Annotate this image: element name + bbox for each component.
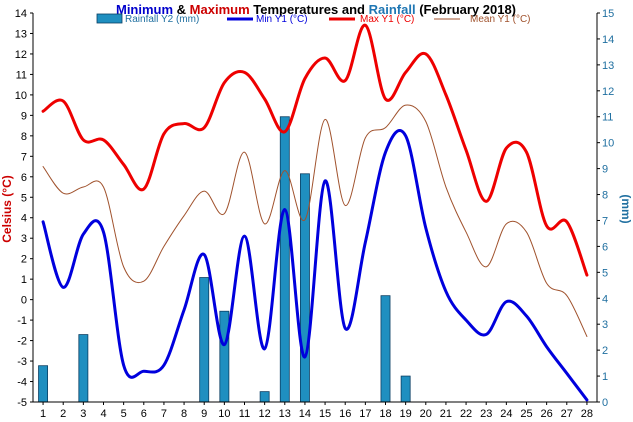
y-tick-label: 11 bbox=[16, 69, 27, 81]
y-tick-label: 12 bbox=[15, 49, 27, 61]
y-tick-label: -5 bbox=[17, 397, 27, 409]
x-tick-label: 25 bbox=[520, 408, 532, 420]
temperature-lines bbox=[41, 23, 589, 402]
y2-tick-label: 1 bbox=[602, 371, 608, 383]
x-tick-label: 18 bbox=[379, 408, 391, 420]
y-tick-label: 1 bbox=[21, 274, 27, 286]
y-tick-label: 9 bbox=[21, 110, 27, 122]
x-tick-label: 15 bbox=[319, 408, 331, 420]
legend-item: Max Y1 (°C) bbox=[329, 14, 414, 25]
rainfall-bar bbox=[38, 365, 49, 403]
y-tick-label: -1 bbox=[17, 315, 27, 327]
y2-tick-label: 3 bbox=[602, 319, 608, 331]
rainfall-bar bbox=[380, 295, 391, 403]
max-temp-line bbox=[41, 23, 589, 277]
y2-tick-label: 13 bbox=[602, 60, 614, 72]
rainfall-bar bbox=[259, 391, 270, 403]
title-part-5: (February 2018) bbox=[416, 2, 516, 17]
x-tick-label: 24 bbox=[500, 408, 512, 420]
x-tick-label: 3 bbox=[80, 408, 86, 420]
x-tick-label: 23 bbox=[480, 408, 492, 420]
y-tick-label: -2 bbox=[17, 336, 27, 348]
y2-tick-label: 15 bbox=[602, 8, 614, 20]
rainfall-bar bbox=[78, 334, 89, 403]
x-tick-label: 12 bbox=[259, 408, 271, 420]
y2-tick-label: 2 bbox=[602, 345, 608, 357]
title-part-0: Minimum bbox=[116, 2, 173, 17]
legend-swatch bbox=[96, 13, 123, 24]
y2-tick-label: 12 bbox=[602, 86, 614, 98]
x-tick-label: 19 bbox=[400, 408, 412, 420]
legend-label: Max Y1 (°C) bbox=[360, 14, 414, 25]
y2-tick-label: 5 bbox=[602, 267, 608, 279]
y-tick-label: -4 bbox=[17, 377, 27, 389]
y-tick-label: 4 bbox=[21, 213, 27, 225]
x-tick-label: 22 bbox=[460, 408, 472, 420]
y-tick-label: -3 bbox=[17, 356, 27, 368]
legend-label: Min Y1 (°C) bbox=[256, 14, 308, 25]
x-tick-label: 4 bbox=[100, 408, 106, 420]
x-tick-label: 13 bbox=[279, 408, 291, 420]
rainfall-bar bbox=[400, 375, 411, 403]
y-tick-label: 0 bbox=[21, 295, 27, 307]
x-tick-label: 5 bbox=[121, 408, 127, 420]
x-tick-label: 9 bbox=[201, 408, 207, 420]
x-tick-label: 11 bbox=[239, 408, 250, 420]
x-tick-label: 7 bbox=[161, 408, 167, 420]
title-part-4: Rainfall bbox=[369, 2, 416, 17]
y2-tick-label: 9 bbox=[602, 164, 608, 176]
x-tick-label: 8 bbox=[181, 408, 187, 420]
x-tick-label: 1 bbox=[40, 408, 46, 420]
x-tick-label: 14 bbox=[299, 408, 311, 420]
chart-title: Minimum & Maximum Temperatures and Rainf… bbox=[116, 2, 516, 17]
rainfall-bar bbox=[199, 277, 210, 403]
legend-item: Rainfall Y2 (mm) bbox=[96, 13, 199, 25]
y-tick-label: 7 bbox=[21, 151, 27, 163]
y-axis-label: Celsius (°C) bbox=[0, 175, 14, 242]
legend-item: Mean Y1 (°C) bbox=[434, 14, 531, 25]
x-tick-label: 6 bbox=[141, 408, 147, 420]
rainfall-bar bbox=[279, 116, 290, 403]
x-tick-label: 26 bbox=[541, 408, 553, 420]
y2-axis-label: (mm) bbox=[619, 194, 633, 223]
y2-tick-label: 14 bbox=[602, 34, 614, 46]
x-tick-label: 20 bbox=[420, 408, 432, 420]
mean-temp-line bbox=[42, 104, 588, 337]
x-tick-label: 10 bbox=[218, 408, 230, 420]
y2-tick-label: 4 bbox=[602, 293, 608, 305]
legend-label: Rainfall Y2 (mm) bbox=[125, 14, 199, 25]
y-tick-label: 14 bbox=[15, 8, 27, 20]
title-part-3: Temperatures and bbox=[250, 2, 369, 17]
y-tick-label: 10 bbox=[15, 90, 27, 102]
y2-tick-label: 6 bbox=[602, 241, 608, 253]
title-part-2: Maximum bbox=[190, 2, 250, 17]
y2-tick-label: 8 bbox=[602, 190, 608, 202]
legend-label: Mean Y1 (°C) bbox=[470, 14, 531, 25]
legend-item: Min Y1 (°C) bbox=[227, 14, 308, 25]
y-tick-label: 13 bbox=[15, 28, 27, 40]
x-tick-label: 16 bbox=[339, 408, 351, 420]
rainfall-bar bbox=[219, 310, 230, 403]
x-tick-label: 28 bbox=[581, 408, 593, 420]
axes: -5-4-3-2-1012345678910111213140123456789… bbox=[15, 8, 615, 420]
y2-tick-label: 10 bbox=[602, 138, 614, 150]
title-part-1: & bbox=[173, 2, 190, 17]
legend: Rainfall Y2 (mm) Min Y1 (°C) Max Y1 (°C) Me… bbox=[96, 13, 531, 25]
x-tick-label: 27 bbox=[561, 408, 573, 420]
x-tick-label: 21 bbox=[440, 408, 452, 420]
y-tick-label: 8 bbox=[21, 131, 27, 143]
x-tick-label: 2 bbox=[60, 408, 66, 420]
min-temp-line bbox=[41, 129, 589, 402]
y-tick-label: 5 bbox=[21, 192, 27, 204]
rainfall-bars bbox=[38, 116, 411, 403]
y-tick-label: 3 bbox=[21, 233, 27, 245]
y2-tick-label: 7 bbox=[602, 215, 608, 227]
y-tick-label: 2 bbox=[21, 254, 27, 266]
y2-tick-label: 0 bbox=[602, 397, 608, 409]
y2-tick-label: 11 bbox=[602, 112, 613, 124]
y-tick-label: 6 bbox=[21, 172, 27, 184]
x-tick-label: 17 bbox=[359, 408, 371, 420]
